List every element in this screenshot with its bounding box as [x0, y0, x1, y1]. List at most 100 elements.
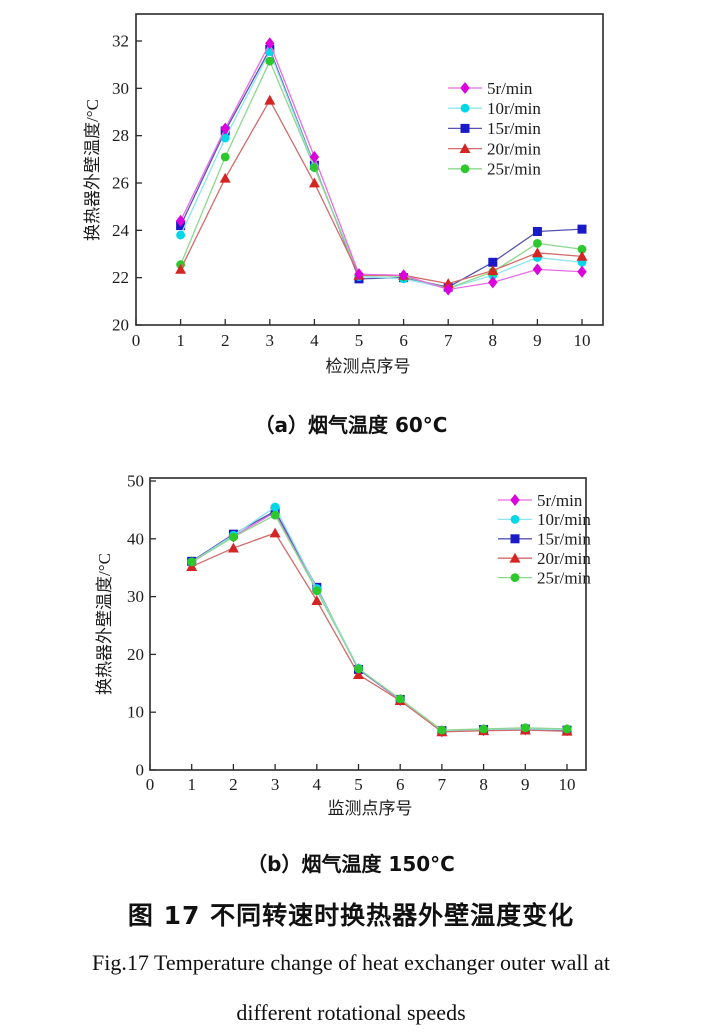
x-tick-label: 1: [176, 331, 185, 350]
x-tick-label: 8: [489, 331, 498, 350]
triangle-marker: [219, 172, 231, 183]
x-tick-label: 7: [444, 331, 453, 350]
y-tick-label: 50: [127, 472, 144, 491]
square-marker: [510, 534, 520, 544]
diamond-marker: [577, 265, 587, 278]
triangle-marker: [175, 263, 187, 274]
triangle-marker: [308, 177, 320, 188]
x-tick-label: 0: [132, 331, 141, 350]
y-tick-label: 30: [112, 79, 129, 98]
triangle-marker: [264, 94, 276, 105]
x-tick-label: 4: [310, 331, 319, 350]
triangle-marker: [531, 247, 543, 258]
triangle-marker: [487, 265, 499, 275]
circle-marker: [479, 724, 488, 734]
x-tick-label: 6: [396, 775, 405, 794]
x-tick-label: 2: [221, 331, 230, 350]
subcaption-b: （b）烟气温度 150°C: [247, 852, 455, 876]
circle-marker: [312, 586, 322, 596]
y-tick-label: 40: [127, 529, 144, 548]
x-tick-label: 1: [187, 775, 196, 794]
square-marker: [532, 227, 542, 237]
triangle-marker: [459, 143, 471, 153]
y-tick-label: 20: [127, 645, 144, 664]
diamond-marker: [443, 283, 453, 296]
circle-marker: [562, 724, 572, 734]
figure-title-english-line2: different rotational speeds: [236, 1000, 466, 1025]
diamond-marker: [354, 268, 364, 281]
circle-marker: [310, 163, 319, 173]
axes: 0 1 2 3 4 5 6 7 8 9 10 0 10 20 30 40 50 监测点序号 换热器外壁温度/°C: [95, 472, 587, 818]
diamond-marker: [175, 214, 186, 227]
y-tick-label: 0: [136, 761, 145, 780]
legend-label: 25r/min: [487, 160, 541, 179]
square-marker: [577, 224, 587, 234]
x-tick-label: 10: [559, 775, 576, 794]
x-tick-label: 4: [313, 775, 322, 794]
diamond-marker: [532, 263, 543, 276]
square-marker: [488, 257, 498, 267]
diamond-marker: [309, 150, 320, 163]
y-tick-label: 26: [112, 174, 129, 193]
diamond-marker: [265, 37, 275, 50]
circle-marker: [395, 694, 405, 704]
x-tick-label: 8: [479, 775, 488, 794]
diamond-marker: [510, 494, 520, 506]
chart-a-canvas: 0 1 2 3 4 5 6 7 8 9 10 20 22 24 26 28 30 32 检测点序号 换热器外壁温度/°…: [83, 13, 604, 376]
x-axis-label: 监测点序号: [328, 799, 413, 818]
triangle-marker: [442, 278, 454, 288]
legend-label: 15r/min: [487, 119, 541, 138]
circle-marker: [229, 532, 238, 542]
x-axis-label: 检测点序号: [326, 357, 411, 376]
square-marker: [460, 123, 470, 133]
triangle-marker: [509, 552, 521, 563]
series-5r-min: [175, 37, 587, 296]
x-tick-label: 3: [271, 775, 280, 794]
circle-marker: [187, 557, 197, 567]
legend-label: 25r/min: [537, 568, 591, 587]
x-tick-label: 9: [533, 331, 542, 350]
circle-marker: [520, 723, 530, 733]
legend-label: 10r/min: [537, 510, 591, 529]
triangle-marker: [353, 669, 364, 680]
circle-marker: [265, 56, 275, 66]
circle-marker: [533, 238, 542, 248]
triangle-marker: [227, 542, 239, 553]
circle-marker: [460, 164, 470, 174]
legend-label: 5r/min: [537, 491, 583, 510]
legend-label: 10r/min: [487, 99, 541, 118]
legend-label: 20r/min: [487, 139, 541, 158]
figure-title-english-line1: Fig.17 Temperature change of heat exchan…: [92, 950, 610, 975]
circle-marker: [354, 664, 363, 674]
series-20r-min: [186, 527, 573, 737]
legend-label: 20r/min: [537, 549, 591, 568]
subcaption-a: （a）烟气温度 60°C: [254, 413, 448, 437]
triangle-marker: [311, 595, 323, 606]
x-tick-label: 0: [146, 775, 155, 794]
y-axis-label: 换热器外壁温度/°C: [83, 99, 102, 241]
y-tick-label: 22: [112, 268, 129, 287]
diamond-marker: [488, 276, 498, 289]
circle-marker: [270, 510, 280, 520]
triangle-marker: [269, 527, 281, 538]
circle-marker: [220, 133, 230, 143]
circle-marker: [220, 152, 230, 162]
circle-marker: [510, 573, 520, 582]
diamond-marker: [398, 269, 409, 282]
x-tick-label: 6: [399, 331, 408, 350]
triangle-marker: [576, 250, 588, 261]
x-tick-label: 7: [438, 775, 447, 794]
x-tick-label: 2: [229, 775, 238, 794]
circle-marker: [510, 515, 520, 524]
x-tick-label: 3: [266, 331, 275, 350]
figure-title-chinese: 图 17 不同转速时换热器外壁温度变化: [127, 901, 575, 930]
axes: 0 1 2 3 4 5 6 7 8 9 10 20 22 24 26 28 30 32 检测点序号 换热器外壁温度/°…: [83, 13, 604, 376]
x-tick-label: 10: [574, 331, 591, 350]
diamond-marker: [460, 82, 470, 94]
diamond-marker: [220, 122, 230, 135]
x-tick-label: 9: [521, 775, 530, 794]
circle-marker: [270, 502, 280, 512]
